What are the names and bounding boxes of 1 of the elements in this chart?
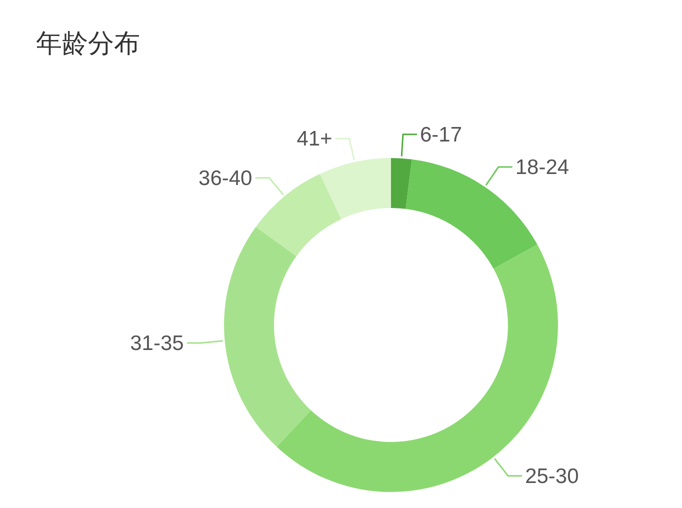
title: 年龄分布: [36, 28, 140, 58]
